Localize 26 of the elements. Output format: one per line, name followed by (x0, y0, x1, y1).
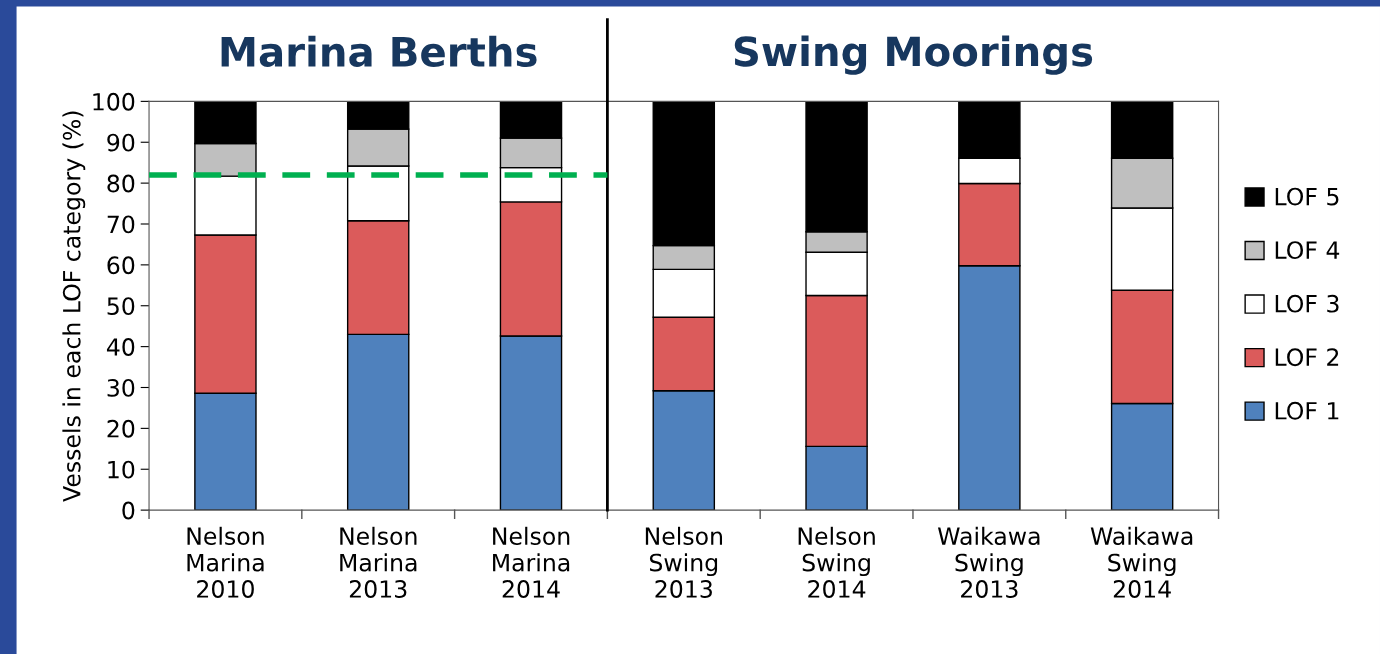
text: Marina Berths (221, 35, 537, 67)
text: Swing Moorings (734, 35, 1093, 75)
y-tick-label: 10 (108, 460, 135, 479)
x-tick-label: Waikawa Swing 2013 (937, 526, 1040, 598)
legend-label: LOF 1 (1275, 401, 1339, 420)
y-tick-label: 30 (107, 378, 135, 397)
y-tick-label: 80 (107, 174, 135, 193)
y-tick-label: 60 (107, 256, 135, 275)
legend-label: LOF 2 (1275, 348, 1339, 367)
y-tick-label: 20 (107, 419, 135, 438)
x-tick-label: Nelson Marina 2014 (493, 526, 570, 598)
x-tick-label: Waikawa Swing 2014 (1090, 526, 1193, 598)
y-tick-label: 50 (107, 297, 135, 316)
y-tick-label: 40 (106, 338, 135, 356)
x-tick-label: Nelson Marina 2010 (187, 526, 264, 598)
y-tick-label: 90 (107, 133, 135, 152)
x-tick-label: Nelson Swing 2014 (798, 526, 875, 598)
x-tick-label: Nelson Swing 2013 (645, 526, 723, 598)
x-tick-label: Nelson Marina 2013 (340, 526, 417, 598)
y-tick-label: 0 (122, 501, 135, 520)
legend-label: LOF 4 (1275, 241, 1340, 260)
legend-label: LOF 3 (1275, 294, 1339, 313)
legend-label: LOF 5 (1275, 187, 1339, 206)
y-axis-title: Vessels in each LOF category (%) (62, 111, 86, 502)
y-tick-label: 70 (107, 215, 135, 234)
y-tick-label: 100 (93, 92, 135, 111)
